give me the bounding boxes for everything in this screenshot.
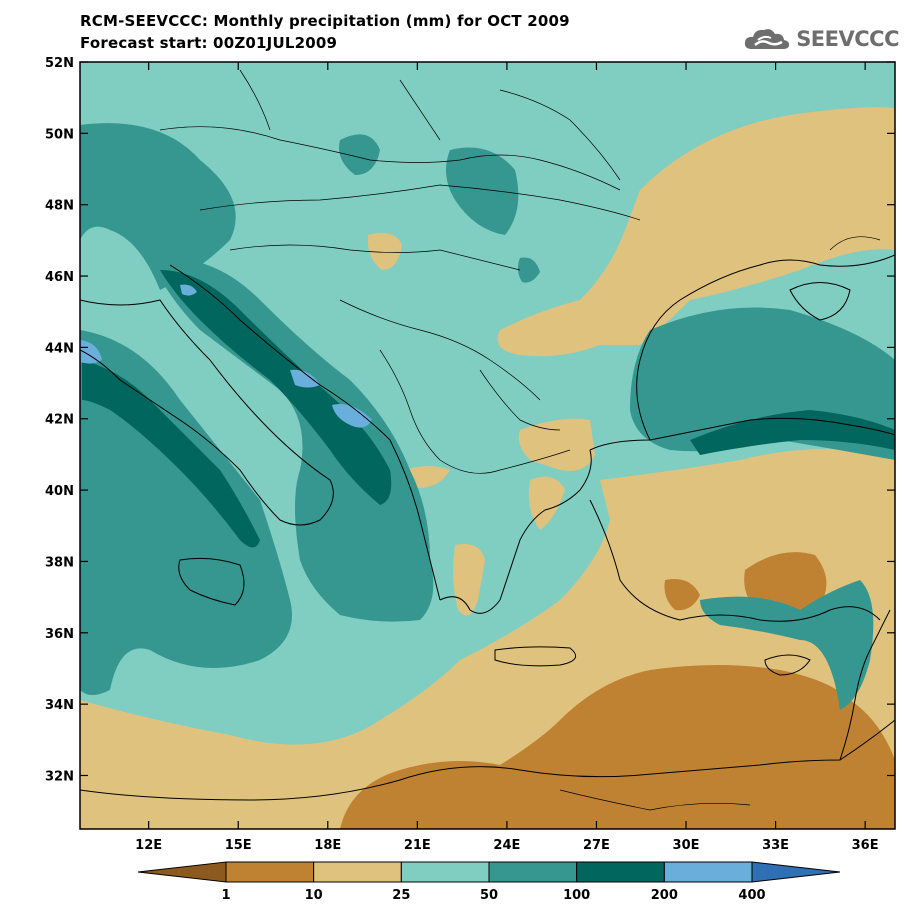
blacksea-west-coast [636, 254, 895, 441]
border-5 [379, 349, 571, 474]
zone-blacksea-100-200 [690, 410, 895, 455]
lat-tick-label: 50N [45, 127, 74, 142]
levant-coast [839, 609, 891, 761]
colorbar-bin [663, 861, 753, 883]
lon-tick-label: 27E [583, 838, 610, 853]
zone-africa-1-10 [340, 665, 895, 829]
turkey-south-coast [589, 499, 881, 622]
border-3 [229, 244, 521, 271]
lat-tick-label: 52N [45, 56, 74, 71]
sicily-coast [178, 557, 245, 606]
border-6 [499, 89, 621, 181]
colorbar-bin [576, 861, 665, 883]
colorbar-label: 200 [651, 888, 678, 903]
borders [159, 69, 881, 811]
africa-coast [80, 719, 895, 801]
lon-tick-label: 30E [673, 838, 700, 853]
lat-tick-label: 44N [45, 341, 74, 356]
zone-greece-10-25 [453, 544, 485, 616]
border-7 [239, 69, 271, 131]
forecast-start-subtitle: Forecast start: 00Z01JUL2009 [80, 34, 338, 52]
lat-tick-label: 32N [45, 769, 74, 784]
cloud-icon [745, 29, 790, 49]
seevccc-logo: SEEVCCC [742, 24, 899, 54]
lon-tick-label: 12E [135, 838, 162, 853]
greece-coast [439, 449, 592, 614]
zone-cyprus-50-100 [700, 580, 874, 710]
precipitation-field [80, 62, 895, 829]
zone-chalkidiki-10-25 [528, 476, 565, 530]
colorbar-bin [400, 861, 490, 883]
lat-tick-label: 42N [45, 413, 74, 428]
lon-tick-label: 21E [404, 838, 431, 853]
border-9 [559, 789, 751, 811]
colorbar-lower-extend [137, 861, 227, 883]
lat-tick-label: 46N [45, 270, 74, 285]
zone-czech-50-100 [339, 134, 380, 175]
lat-tick-label: 40N [45, 484, 74, 499]
zone-thrace-10-25 [518, 418, 595, 471]
colorbar-label: 10 [305, 888, 323, 903]
colorbar-upper-extend [751, 861, 841, 883]
lat-tick-label: 38N [45, 555, 74, 570]
lat-tick-label: 48N [45, 199, 74, 214]
turkey-north-coast [589, 417, 895, 451]
zone-adriatic-100-200 [160, 270, 392, 505]
zone-croatia-200-400 [180, 284, 197, 296]
zone-hungary-10-25 [367, 232, 402, 270]
zone-adriatic-50-100 [150, 258, 434, 622]
colorbar-bin [313, 861, 402, 883]
colorbar-label: 100 [563, 888, 590, 903]
adriatic-east-coast [169, 264, 441, 601]
lon-tick-label: 33E [762, 838, 789, 853]
border-10 [829, 236, 881, 251]
zone-ukraine-50-100 [517, 257, 540, 283]
colorbar: 1 10 25 50 100 200 400 [137, 861, 841, 903]
zone-east-10-25 [497, 107, 895, 357]
zone-tyrrhenian-100-200 [82, 360, 260, 548]
lat-tick-label: 36N [45, 627, 74, 642]
coastlines [80, 254, 895, 801]
cyprus-coast [764, 654, 811, 676]
italy-coast [80, 299, 334, 526]
colorbar-label: 1 [221, 888, 230, 903]
border-8 [399, 79, 441, 141]
colorbar-label: 400 [738, 888, 765, 903]
lat-tick-label: 34N [45, 698, 74, 713]
axis-ticks: 12E 15E 18E 21E 24E 27E 30E 33E 36E 52N 50N 48N 46N 4… [45, 56, 895, 853]
zone-anatolia2-1-10 [664, 579, 700, 611]
zone-west-50-100 [80, 123, 236, 290]
colorbar-label: 50 [480, 888, 498, 903]
zone-montenegro-200-400 [332, 404, 372, 428]
lon-tick-label: 36E [852, 838, 879, 853]
logo-text: SEEVCCC [796, 27, 899, 51]
zone-corsica-200-400 [80, 340, 102, 364]
colorbar-label: 25 [392, 888, 410, 903]
crimea-coast [789, 282, 851, 321]
lon-tick-label: 18E [314, 838, 341, 853]
colorbar-bin [225, 861, 315, 883]
colorbar-bin [488, 861, 578, 883]
zone-slovakia-50-100 [446, 147, 519, 235]
zone-albania-10-25 [404, 466, 450, 488]
border-4 [339, 299, 541, 401]
border-2 [199, 184, 641, 221]
border-11 [479, 369, 561, 431]
border-1 [159, 126, 621, 191]
map-title: RCM-SEEVCCC: Monthly precipitation (mm) … [80, 12, 570, 30]
zone-dalmatia-200-400 [290, 369, 320, 388]
plot-frame [79, 61, 896, 830]
lon-tick-label: 15E [225, 838, 252, 853]
crete-coast [494, 646, 577, 667]
lon-tick-label: 24E [493, 838, 520, 853]
